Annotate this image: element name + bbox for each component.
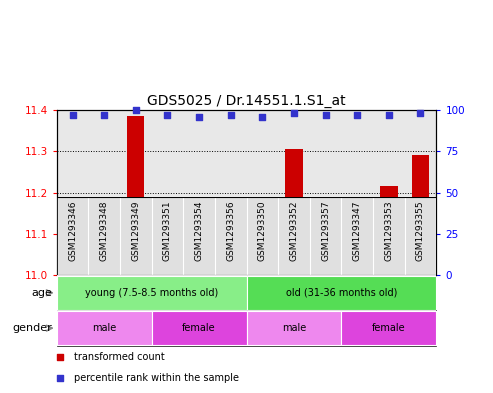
Text: GSM1293349: GSM1293349 xyxy=(131,200,141,261)
Point xyxy=(227,112,235,118)
Bar xyxy=(380,186,397,275)
Bar xyxy=(246,311,341,345)
Point xyxy=(353,112,361,118)
Text: male: male xyxy=(282,323,306,333)
Point xyxy=(258,114,266,120)
Bar xyxy=(57,110,88,275)
Bar xyxy=(222,203,240,275)
Bar xyxy=(127,116,144,275)
Bar xyxy=(120,110,152,275)
Bar xyxy=(246,276,436,310)
Bar xyxy=(405,110,436,275)
Point xyxy=(69,112,76,118)
Bar xyxy=(57,311,152,345)
Text: GSM1293355: GSM1293355 xyxy=(416,200,425,261)
Text: female: female xyxy=(372,323,406,333)
Bar xyxy=(183,110,215,275)
Bar xyxy=(215,110,246,275)
Bar xyxy=(317,201,334,275)
Bar xyxy=(349,222,366,275)
Bar xyxy=(341,311,436,345)
Point xyxy=(290,110,298,116)
Bar xyxy=(88,110,120,275)
Point xyxy=(385,112,393,118)
Text: GSM1293346: GSM1293346 xyxy=(68,200,77,261)
Bar xyxy=(253,269,271,275)
Text: GSM1293357: GSM1293357 xyxy=(321,200,330,261)
Text: old (31-36 months old): old (31-36 months old) xyxy=(286,288,397,298)
Text: percentile rank within the sample: percentile rank within the sample xyxy=(74,373,239,383)
Text: GSM1293354: GSM1293354 xyxy=(195,200,204,261)
Bar xyxy=(96,230,113,275)
Point xyxy=(195,114,203,120)
Point xyxy=(277,70,285,76)
Point xyxy=(321,112,329,118)
Text: age: age xyxy=(31,288,52,298)
Bar xyxy=(341,110,373,275)
Text: GSM1293351: GSM1293351 xyxy=(163,200,172,261)
Bar xyxy=(64,207,81,275)
Text: GSM1293347: GSM1293347 xyxy=(352,200,362,261)
Bar xyxy=(152,110,183,275)
Bar xyxy=(278,110,310,275)
Bar xyxy=(57,196,436,275)
Point xyxy=(132,107,140,113)
Bar xyxy=(310,110,341,275)
Text: GSM1293353: GSM1293353 xyxy=(385,200,393,261)
Text: female: female xyxy=(182,323,216,333)
Text: GSM1293356: GSM1293356 xyxy=(226,200,235,261)
Title: GDS5025 / Dr.14551.1.S1_at: GDS5025 / Dr.14551.1.S1_at xyxy=(147,94,346,108)
Text: gender: gender xyxy=(12,323,52,333)
Point xyxy=(164,112,172,118)
Text: young (7.5-8.5 months old): young (7.5-8.5 months old) xyxy=(85,288,218,298)
Text: male: male xyxy=(92,323,116,333)
Bar xyxy=(246,110,278,275)
Bar xyxy=(190,248,208,275)
Point xyxy=(277,266,285,272)
Text: transformed count: transformed count xyxy=(74,352,165,362)
Bar xyxy=(412,156,429,275)
Bar xyxy=(152,311,246,345)
Bar xyxy=(159,242,176,275)
Text: GSM1293350: GSM1293350 xyxy=(258,200,267,261)
Bar xyxy=(285,149,303,275)
Point xyxy=(100,112,108,118)
Bar xyxy=(57,276,246,310)
Text: GSM1293352: GSM1293352 xyxy=(289,200,298,261)
Text: GSM1293348: GSM1293348 xyxy=(100,200,108,261)
Bar xyxy=(373,110,405,275)
Point xyxy=(417,110,424,116)
